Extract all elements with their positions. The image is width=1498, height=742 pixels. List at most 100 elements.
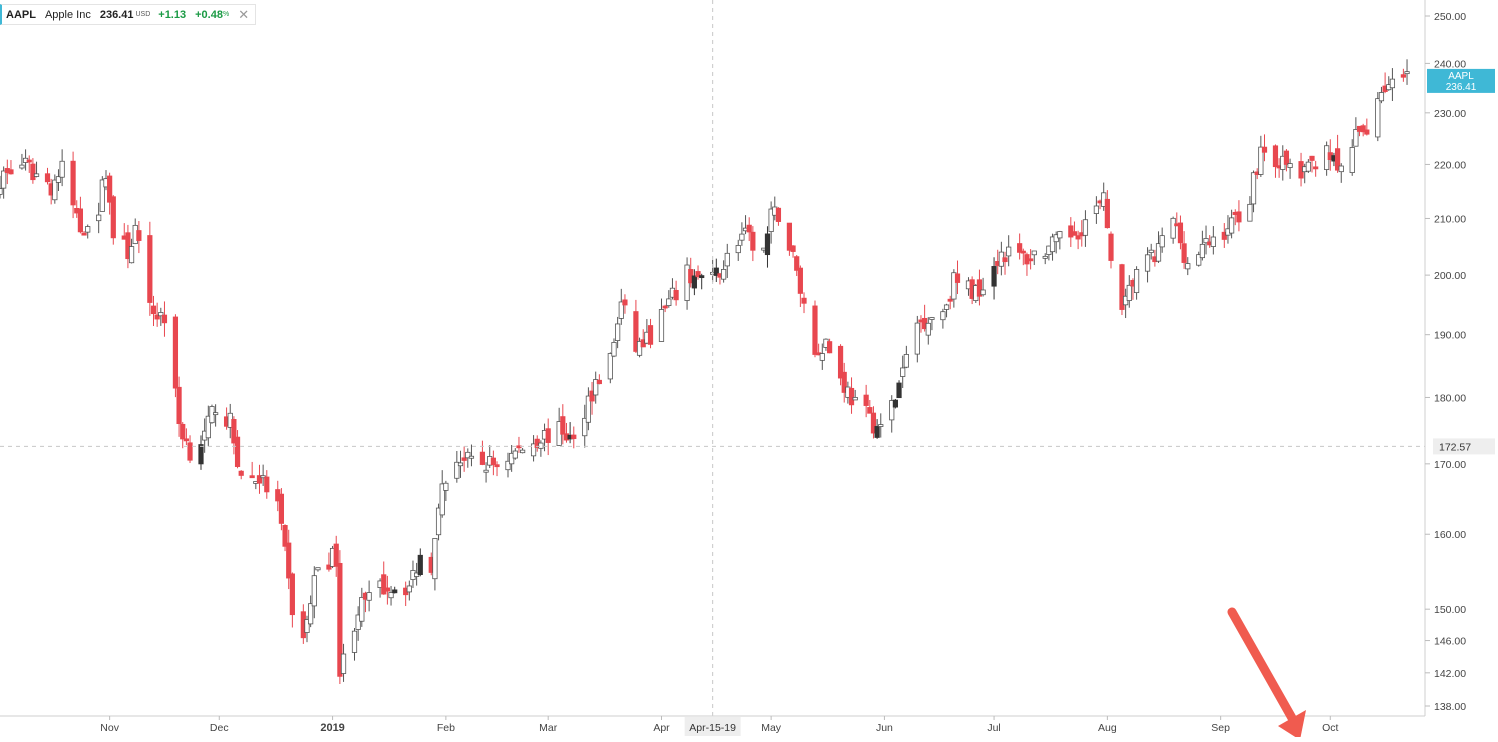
candle-body[interactable] <box>863 394 869 406</box>
candle-body[interactable] <box>249 475 255 479</box>
candle-body[interactable] <box>1334 148 1341 171</box>
candle-body[interactable] <box>1349 147 1355 174</box>
candle-body[interactable] <box>286 542 292 579</box>
candle-body[interactable] <box>1287 163 1293 168</box>
candle-body[interactable] <box>874 426 880 438</box>
candle-body[interactable] <box>1 170 7 189</box>
candle-body[interactable] <box>1364 129 1370 135</box>
candle-body[interactable] <box>976 279 983 297</box>
candle-body[interactable] <box>1313 166 1319 170</box>
candle-body[interactable] <box>1108 233 1114 261</box>
candle-body[interactable] <box>77 208 84 233</box>
candle-body[interactable] <box>896 382 902 399</box>
candle-body[interactable] <box>326 564 332 570</box>
candle-body[interactable] <box>1017 243 1023 253</box>
candle-body[interactable] <box>1400 74 1406 78</box>
candle-body[interactable] <box>1221 231 1227 240</box>
candle-body[interactable] <box>505 460 511 471</box>
candle-body[interactable] <box>589 390 595 402</box>
candle-body[interactable] <box>1144 254 1151 272</box>
candle-body[interactable] <box>596 379 602 385</box>
candle-body[interactable] <box>1236 211 1242 223</box>
candle-body[interactable] <box>618 301 624 319</box>
candle-body[interactable] <box>571 434 577 440</box>
candle-body[interactable] <box>465 451 471 459</box>
candle-body[interactable] <box>30 163 36 181</box>
candle-body[interactable] <box>1261 146 1268 153</box>
candle-body[interactable] <box>607 353 613 380</box>
candle-body[interactable] <box>1148 249 1154 253</box>
candle-body[interactable] <box>355 614 361 630</box>
candle-body[interactable] <box>1028 258 1034 262</box>
candle-body[interactable] <box>1185 263 1191 270</box>
candle-body[interactable] <box>582 417 588 437</box>
candle-body[interactable] <box>1375 98 1381 138</box>
candle-body[interactable] <box>520 449 526 454</box>
candle-body[interactable] <box>947 298 953 302</box>
candle-body[interactable] <box>699 275 705 279</box>
candle-body[interactable] <box>234 436 241 467</box>
candle-body[interactable] <box>929 317 935 320</box>
candle-body[interactable] <box>585 395 591 423</box>
candle-body[interactable] <box>512 450 518 459</box>
candle-body[interactable] <box>468 455 475 459</box>
candle-body[interactable] <box>658 309 665 342</box>
candle-body[interactable] <box>1258 146 1264 175</box>
candle-body[interactable] <box>1133 269 1140 294</box>
candle-body[interactable] <box>1042 255 1048 259</box>
candle-body[interactable] <box>889 400 895 421</box>
candle-body[interactable] <box>925 322 931 336</box>
candle-body[interactable] <box>1250 172 1257 205</box>
candle-body[interactable] <box>19 164 25 169</box>
candle-body[interactable] <box>337 562 343 677</box>
candle-body[interactable] <box>107 175 113 203</box>
candle-body[interactable] <box>545 428 551 443</box>
candle-body[interactable] <box>801 297 807 304</box>
candle-body[interactable] <box>852 397 858 401</box>
candle-body[interactable] <box>951 272 957 300</box>
candle-body[interactable] <box>560 416 566 435</box>
candle-body[interactable] <box>1305 161 1311 172</box>
candle-body[interactable] <box>128 246 135 264</box>
candle-body[interactable] <box>81 232 87 236</box>
candle-body[interactable] <box>870 412 877 434</box>
candle-body[interactable] <box>443 482 449 491</box>
candle-body[interactable] <box>110 196 116 239</box>
candle-body[interactable] <box>1093 205 1099 214</box>
candle-body[interactable] <box>311 575 317 607</box>
candle-body[interactable] <box>900 367 906 377</box>
candle-body[interactable] <box>509 452 515 465</box>
candle-body[interactable] <box>721 268 727 280</box>
candle-body[interactable] <box>892 399 898 408</box>
candle-body[interactable] <box>282 525 288 547</box>
candle-body[interactable] <box>158 312 164 317</box>
candle-body[interactable] <box>231 419 237 444</box>
candle-body[interactable] <box>878 424 884 427</box>
candle-body[interactable] <box>435 507 442 536</box>
candle-body[interactable] <box>59 160 65 178</box>
candle-body[interactable] <box>1082 219 1089 236</box>
candle-body[interactable] <box>636 341 643 356</box>
candle-body[interactable] <box>264 476 270 493</box>
candle-body[interactable] <box>615 323 621 341</box>
candle-body[interactable] <box>366 592 372 601</box>
candle-body[interactable] <box>183 438 189 442</box>
candle-body[interactable] <box>479 451 486 465</box>
candle-body[interactable] <box>739 233 745 241</box>
candle-body[interactable] <box>819 353 825 361</box>
candle-body[interactable] <box>333 543 339 567</box>
candle-body[interactable] <box>1159 235 1165 248</box>
candle-body[interactable] <box>454 461 460 479</box>
candle-body[interactable] <box>1360 125 1366 133</box>
candle-body[interactable] <box>125 232 131 260</box>
candle-body[interactable] <box>775 207 782 222</box>
candle-body[interactable] <box>136 230 142 241</box>
candle-body[interactable] <box>940 311 946 321</box>
candle-body[interactable] <box>161 314 168 324</box>
candle-body[interactable] <box>494 464 500 468</box>
candle-body[interactable] <box>213 412 219 416</box>
candle-body[interactable] <box>593 379 599 396</box>
candle-body[interactable] <box>1119 264 1125 310</box>
candle-body[interactable] <box>289 573 295 616</box>
candle-body[interactable] <box>827 341 833 354</box>
